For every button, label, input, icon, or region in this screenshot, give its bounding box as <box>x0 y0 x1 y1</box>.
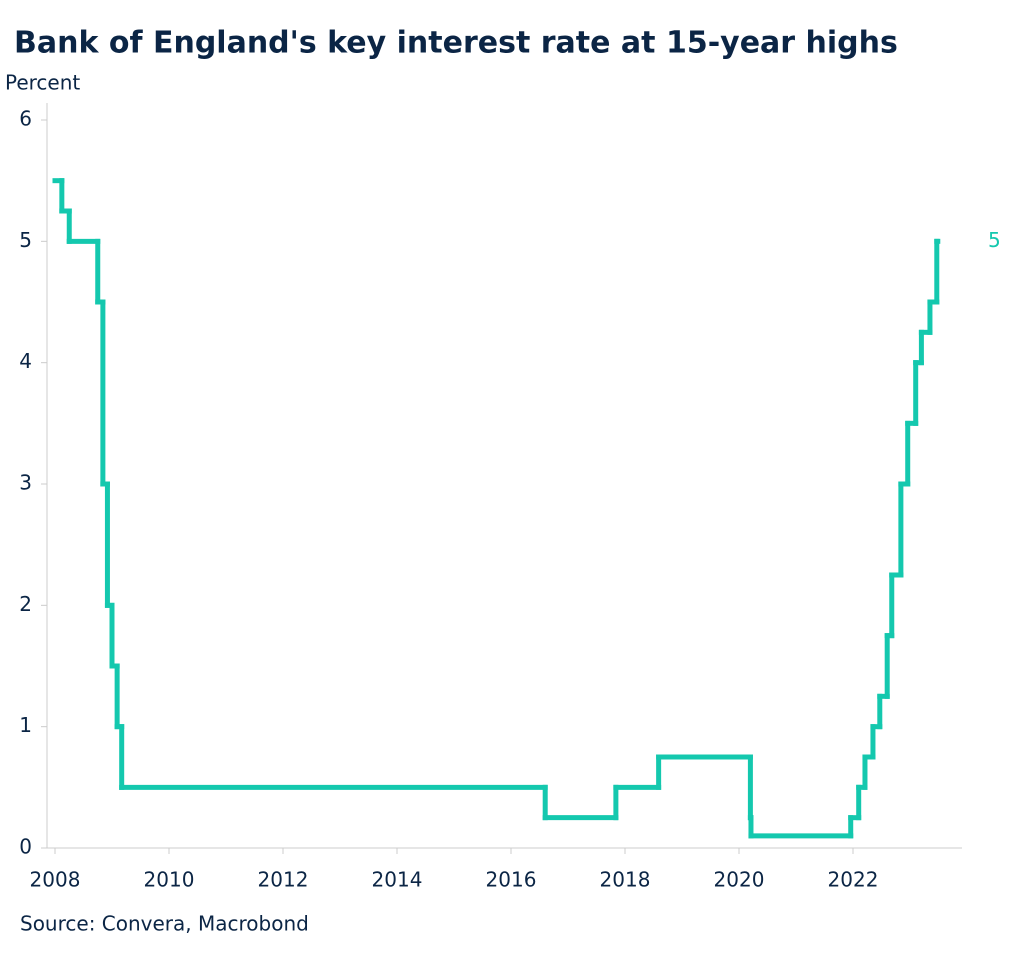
y-tick-label: 1 <box>19 713 32 737</box>
y-tick-label: 3 <box>19 471 32 495</box>
source: Source: Convera, Macrobond <box>20 912 309 936</box>
x-tick-label: 2016 <box>486 868 537 892</box>
x-tick-label: 2010 <box>144 868 195 892</box>
y-tick-label: 6 <box>19 107 32 131</box>
y-tick-label: 2 <box>19 592 32 616</box>
x-tick-label: 2014 <box>372 868 423 892</box>
y-tick-label: 5 <box>19 228 32 252</box>
y-tick-label: 4 <box>19 349 32 373</box>
y-tick-label: 0 <box>19 835 32 859</box>
x-tick-label: 2020 <box>714 868 765 892</box>
x-tick-label: 2012 <box>258 868 309 892</box>
chart-title: Bank of England's key interest rate at 1… <box>14 26 898 61</box>
x-tick-label: 2022 <box>828 868 879 892</box>
y-axis-label: Percent <box>5 71 80 95</box>
x-tick-label: 2018 <box>600 868 651 892</box>
end-label: 5 <box>988 228 1001 252</box>
x-tick-label: 2008 <box>30 868 81 892</box>
